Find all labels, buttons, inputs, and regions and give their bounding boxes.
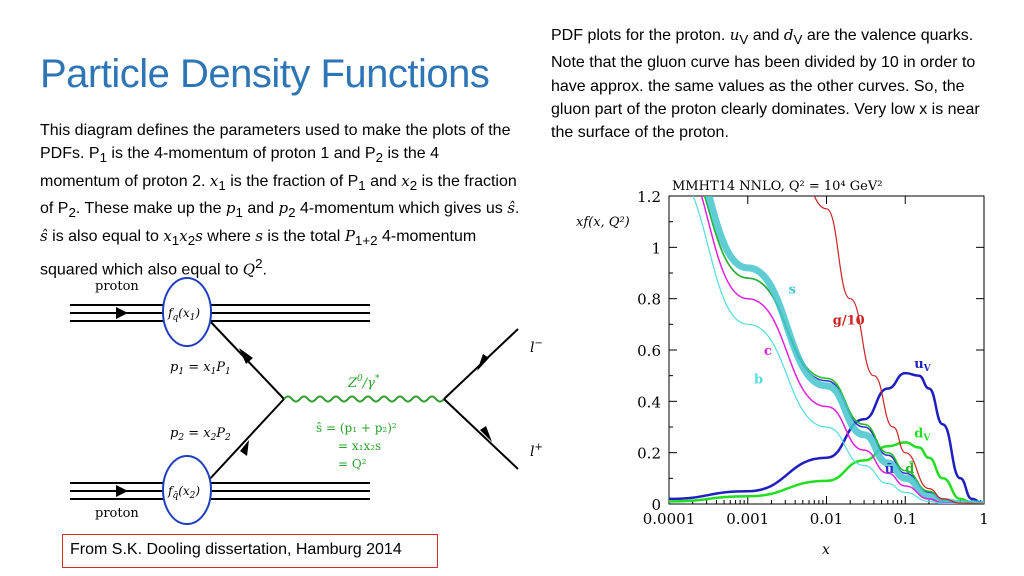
series-label-ubar: ū <box>885 462 894 477</box>
slide-title: Particle Density Functions <box>40 52 490 96</box>
y-tick-label-6: 1.2 <box>637 188 661 206</box>
series-label-b: b <box>754 372 763 387</box>
pdf-label-top: fq(x1) <box>167 306 200 323</box>
y-tick-label-4: 0.8 <box>637 291 661 309</box>
y-tick-label-5: 1 <box>651 239 661 257</box>
y-tick-label-1: 0.2 <box>637 445 661 463</box>
p1-label: p1 = x1P1 <box>170 360 231 377</box>
series-line-s <box>705 196 984 504</box>
boson-propagator <box>283 395 445 403</box>
lepton-plus-label: l+ <box>530 442 543 460</box>
series-label-c: c <box>764 344 772 359</box>
x-tick-label-4: 1 <box>979 510 989 528</box>
lepton-minus-label: l− <box>530 338 543 356</box>
boson-label: Z0/γ* <box>347 374 380 391</box>
quark-arrow-top <box>239 348 253 364</box>
p2-label: p2 = x2P2 <box>170 426 231 443</box>
lepton-arrow-plus <box>480 426 492 442</box>
proton-beam-arrow-top <box>116 307 128 319</box>
shat-equation-line-3: = Q² <box>338 457 367 471</box>
proton-label-top: proton <box>95 279 139 294</box>
proton-label-bottom: proton <box>95 506 139 521</box>
series-label-s: s <box>789 283 796 298</box>
series-line-dV <box>669 441 984 504</box>
series-line-g10 <box>813 196 984 504</box>
y-tick-label-3: 0.6 <box>637 342 661 360</box>
x-tick-label-0: 0.0001 <box>643 510 696 528</box>
pdf-blob-top <box>162 277 212 347</box>
x-tick-label-2: 0.01 <box>810 510 843 528</box>
proton-beam-arrow-bottom <box>116 485 128 497</box>
x-tick-label-1: 0.001 <box>726 510 769 528</box>
pdf-blob-bottom <box>162 455 212 525</box>
quark-line-bottom <box>206 398 285 483</box>
series-line-uV <box>669 371 984 504</box>
y-tick-label-0: 0 <box>651 496 661 514</box>
source-credit: From S.K. Dooling dissertation, Hamburg … <box>62 534 438 568</box>
pdf-plot-note: PDF plots for the proton. uV and dV are … <box>551 26 980 142</box>
y-tick-label-2: 0.4 <box>637 393 661 411</box>
series-line-b <box>692 196 984 504</box>
feynman-diagram: proton proton fq(x1) fq̄(x2) p1 = x1P1 p… <box>70 277 543 525</box>
quark-arrow-bottom <box>240 440 249 456</box>
chart-xlabel: x <box>822 542 830 558</box>
x-tick-label-3: 0.1 <box>893 510 917 528</box>
chart-title: MMHT14 NNLO, Q² = 10⁴ GeV² <box>672 179 882 194</box>
series-label-dV: dV <box>914 426 931 443</box>
series-label-dbar: d̄ <box>905 460 914 477</box>
chart-ylabel: xf(x, Q²) <box>576 215 630 230</box>
pdf-chart: MMHT14 NNLO, Q² = 10⁴ GeV² xf(x, Q²) x 0… <box>576 179 989 558</box>
series-label-uV: uV <box>914 357 931 374</box>
pdf-label-bottom: fq̄(x2) <box>167 484 200 501</box>
shat-equation-line-1: ŝ = (p₁ + p₂)² <box>316 421 397 435</box>
shat-equation-line-2: = x₁x₂s <box>338 439 381 453</box>
series-label-g10: g/10 <box>833 313 865 328</box>
lepton-line-plus <box>443 398 519 470</box>
lepton-arrow-minus <box>477 354 489 371</box>
diagram-description: This diagram defines the parameters used… <box>40 122 520 279</box>
